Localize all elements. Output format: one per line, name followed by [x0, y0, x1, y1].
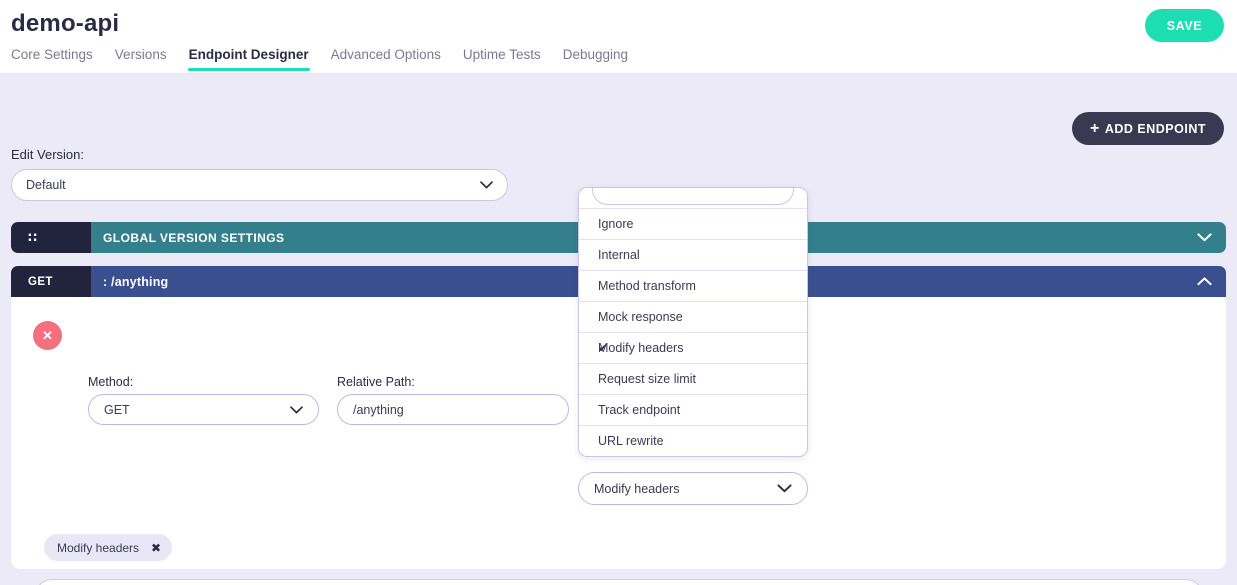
plus-icon: + [1090, 119, 1100, 137]
tab-endpoint-designer[interactable]: Endpoint Designer [187, 47, 320, 71]
drag-handle-icon[interactable]: ∷ [11, 222, 91, 253]
tab-versions[interactable]: Versions [114, 47, 167, 62]
edit-version-select[interactable]: Default [11, 169, 508, 201]
relative-path-value: /anything [353, 402, 404, 417]
plugin-accordion-modify-headers[interactable]: Modify headers [33, 579, 1205, 585]
dropdown-option-request-size-limit[interactable]: Request size limit [579, 364, 807, 395]
chevron-down-icon [480, 181, 493, 189]
endpoint-method-badge: GET [11, 266, 91, 297]
chevron-down-icon [777, 484, 792, 493]
dropdown-option-url-rewrite[interactable]: URL rewrite [579, 426, 807, 456]
close-icon[interactable]: ✖ [151, 540, 162, 555]
add-endpoint-label: ADD ENDPOINT [1104, 121, 1206, 136]
tab-core-settings[interactable]: Core Settings [11, 47, 93, 62]
page-title: demo-api [11, 10, 120, 37]
edit-version-value: Default [26, 178, 66, 192]
dropdown-scroll-top [579, 188, 807, 209]
plugin-type-select[interactable]: Modify headers [578, 472, 808, 505]
method-select-value: GET [104, 402, 130, 417]
method-field-label: Method: [88, 375, 134, 389]
dropdown-option-ignore[interactable]: Ignore [579, 209, 807, 240]
save-button[interactable]: SAVE [1145, 9, 1224, 42]
check-icon: ✔ [598, 341, 609, 355]
page-body: + ADD ENDPOINT Edit Version: Default ∷ G… [0, 74, 1237, 585]
tab-uptime-tests[interactable]: Uptime Tests [462, 47, 541, 62]
method-select[interactable]: GET [88, 394, 319, 425]
chevron-down-icon[interactable] [1197, 233, 1226, 242]
endpoint-path-label: : /anything [103, 274, 169, 289]
relative-path-field-label: Relative Path: [337, 375, 415, 389]
dropdown-option-mock-response[interactable]: Mock response [579, 302, 807, 333]
chevron-down-icon [290, 405, 303, 414]
dropdown-option-internal[interactable]: Internal [579, 240, 807, 271]
header-divider [0, 73, 1237, 74]
dropdown-option-method-transform[interactable]: Method transform [579, 271, 807, 302]
app-header: demo-api SAVE Core Settings Versions End… [0, 0, 1237, 74]
remove-endpoint-button[interactable]: ✕ [33, 321, 62, 350]
plugin-chip-modify-headers[interactable]: Modify headers ✖ [44, 534, 173, 561]
tab-bar: Core Settings Versions Endpoint Designer… [11, 47, 650, 71]
dropdown-option-modify-headers-label: Modify headers [598, 341, 684, 355]
tab-debugging[interactable]: Debugging [562, 47, 629, 62]
dropdown-option-modify-headers[interactable]: ✔ Modify headers [579, 333, 807, 364]
add-endpoint-button[interactable]: + ADD ENDPOINT [1072, 112, 1224, 145]
plugin-type-dropdown-menu[interactable]: Ignore Internal Method transform Mock re… [578, 187, 808, 457]
relative-path-input[interactable]: /anything [337, 394, 569, 425]
close-icon: ✕ [42, 327, 53, 343]
dropdown-option-track-endpoint[interactable]: Track endpoint [579, 395, 807, 426]
plugin-chip-label: Modify headers [57, 540, 140, 555]
plugin-type-value: Modify headers [594, 481, 680, 496]
tab-advanced-options[interactable]: Advanced Options [330, 47, 441, 62]
chevron-up-icon[interactable] [1197, 277, 1226, 286]
edit-version-label: Edit Version: [11, 147, 84, 162]
global-version-settings-title: GLOBAL VERSION SETTINGS [103, 230, 285, 245]
